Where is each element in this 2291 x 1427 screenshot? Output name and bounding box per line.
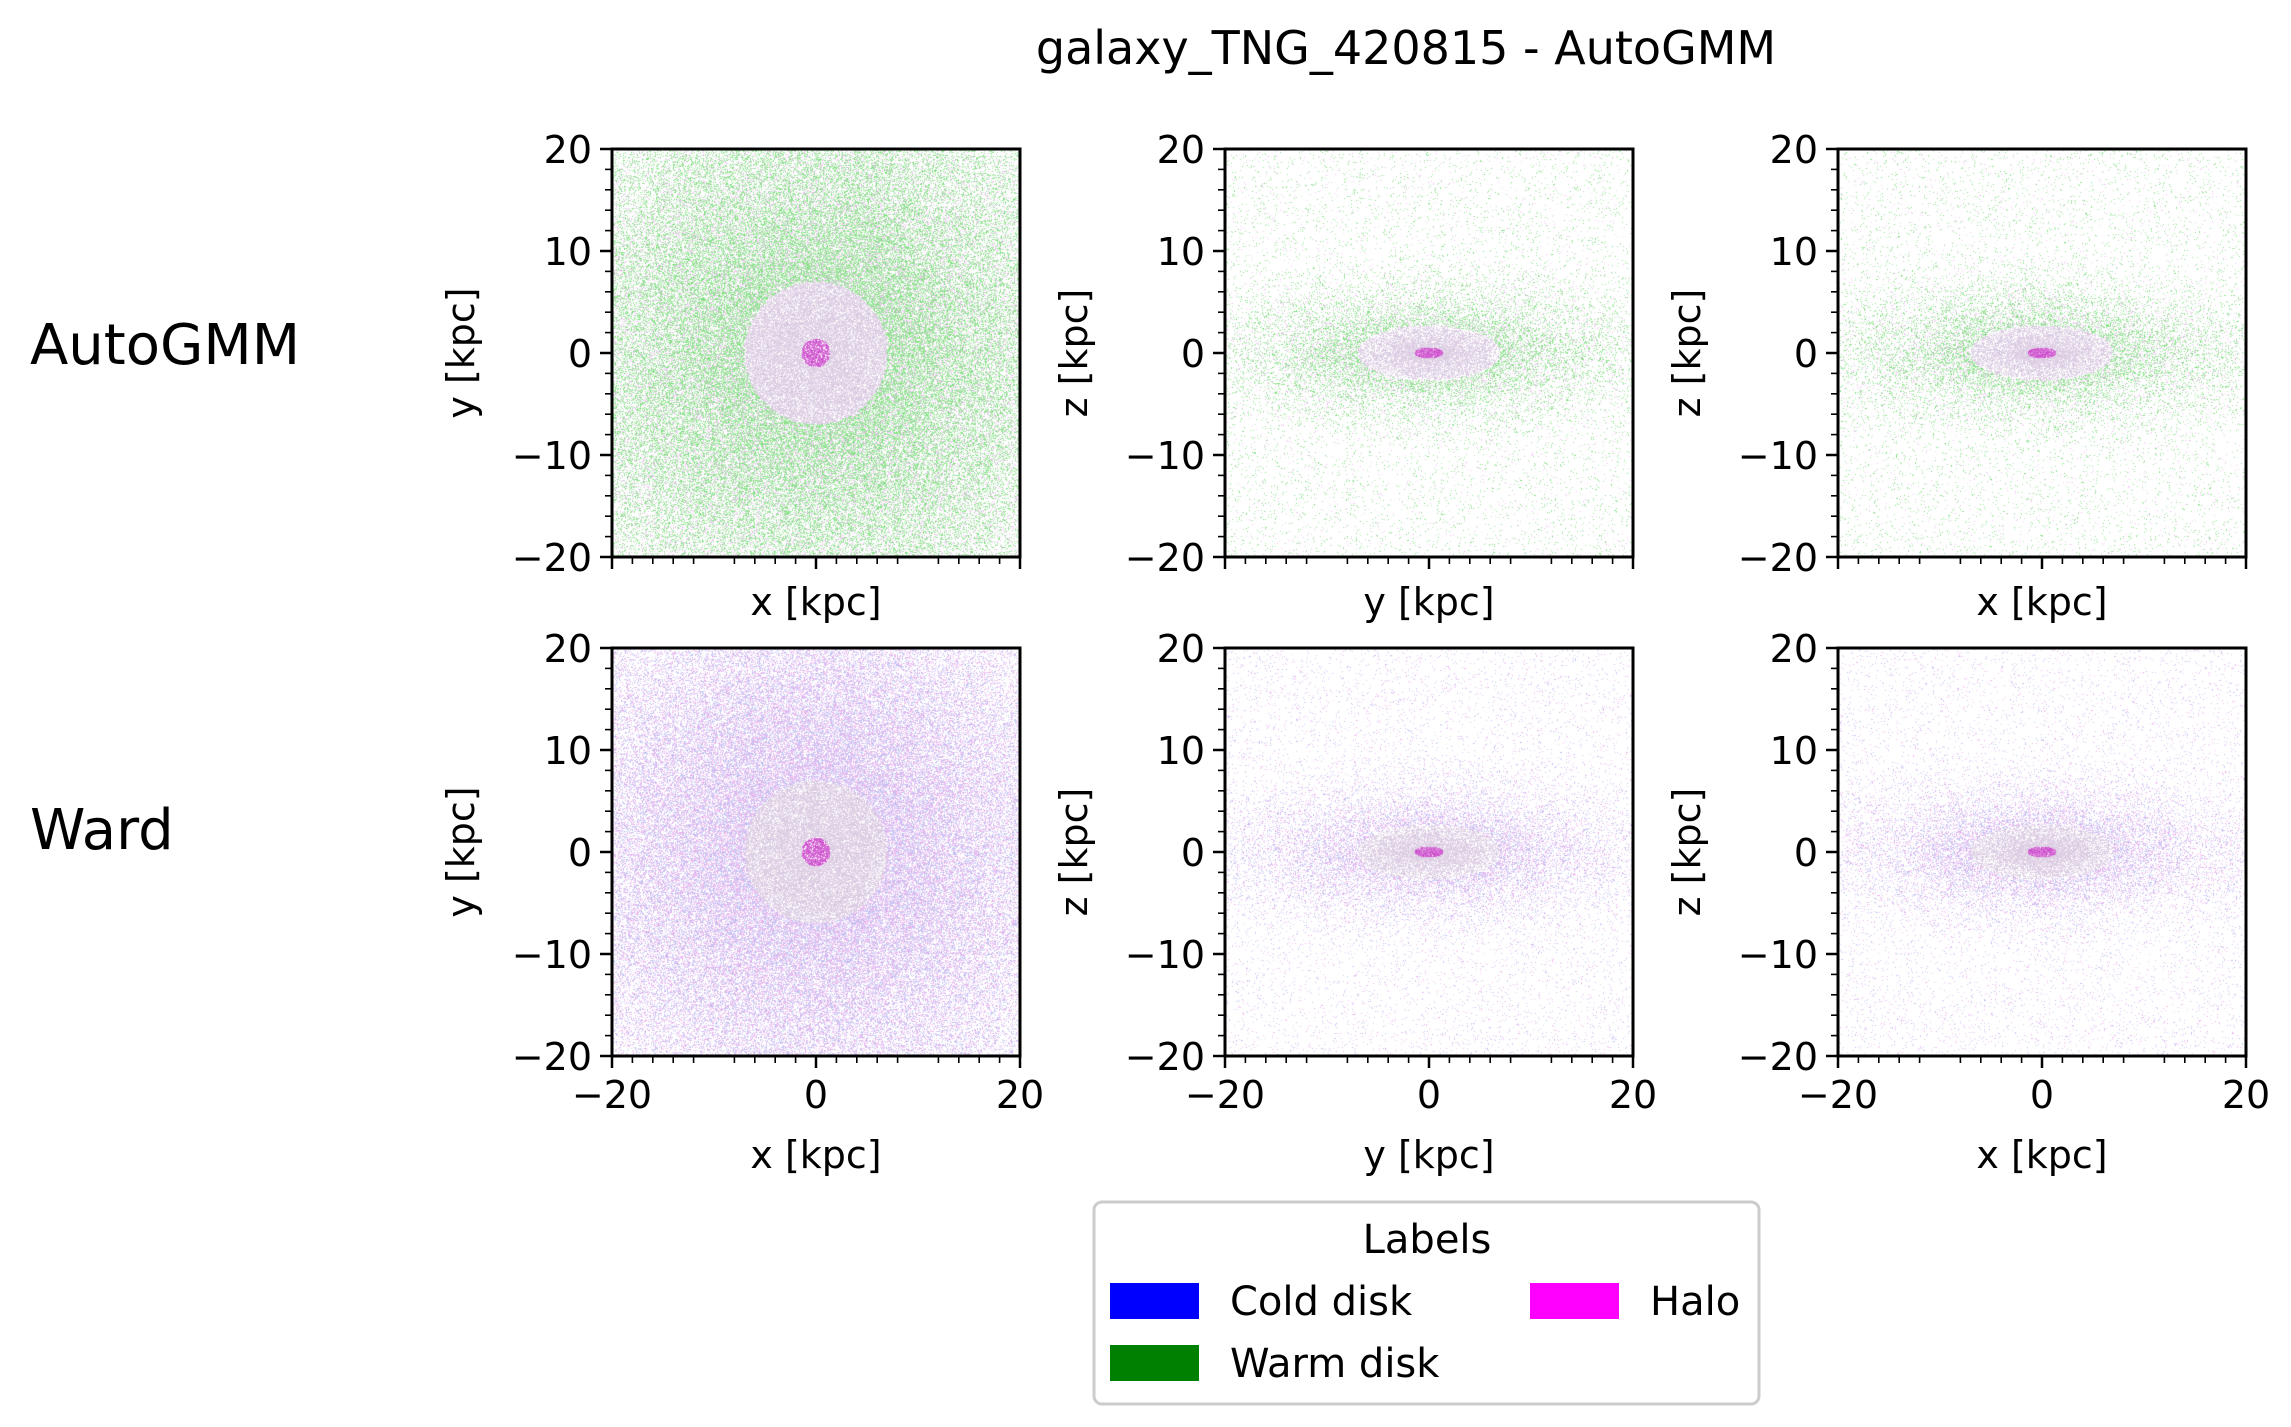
legend-label-cold-disk: Cold disk [1230, 1279, 1413, 1325]
y-axis-label: y [kpc] [439, 287, 483, 418]
panel-ward-2: −20 −10 0 10 20 −20 0 20 y [kpc] z [kpc] [1052, 627, 1657, 1177]
y-tick-label: 0 [1181, 831, 1205, 875]
legend: Labels Cold disk Warm disk Halo [1092, 1200, 1761, 1406]
y-tick-label: 10 [1157, 230, 1205, 274]
y-tick-label: −20 [512, 1035, 592, 1079]
y-tick-label: −10 [1738, 434, 1818, 478]
y-tick-label: −20 [1738, 1035, 1818, 1079]
x-axis-label: y [kpc] [1363, 1133, 1494, 1177]
y-tick-label: −10 [1125, 933, 1205, 977]
y-tick-label: 0 [568, 332, 592, 376]
panel-ward-3: −20 −10 0 10 20 −20 0 20 x [kpc] z [kpc] [1665, 627, 2270, 1177]
y-tick-label: 20 [1157, 627, 1205, 671]
x-tick-label: 20 [996, 1073, 1044, 1117]
y-tick-label: 10 [1770, 729, 1818, 773]
x-axis-label: x [kpc] [1976, 580, 2107, 624]
x-tick-label: 0 [2030, 1073, 2054, 1117]
x-axis-label: y [kpc] [1363, 580, 1494, 624]
x-tick-label: −20 [1798, 1073, 1878, 1117]
y-tick-label: 10 [1157, 729, 1205, 773]
row-label-autogmm: AutoGMM [30, 313, 300, 378]
legend-label-halo: Halo [1650, 1279, 1740, 1325]
y-tick-label: 20 [1157, 128, 1205, 172]
y-axis-label: z [kpc] [1665, 788, 1709, 917]
y-tick-label: −20 [1738, 536, 1818, 580]
y-tick-label: 20 [544, 627, 592, 671]
x-tick-label: −20 [1185, 1073, 1265, 1117]
y-tick-label: −10 [512, 933, 592, 977]
figure-title: galaxy_TNG_420815 - AutoGMM [1036, 21, 1776, 75]
legend-frame [1092, 1200, 1761, 1406]
density-map [612, 648, 1020, 1056]
x-axis-label: x [kpc] [1976, 1133, 2107, 1177]
legend-label-warm-disk: Warm disk [1230, 1341, 1440, 1387]
y-tick-label: −10 [1738, 933, 1818, 977]
y-tick-label: 10 [544, 729, 592, 773]
panel-autogmm-2: −20 −10 0 10 20 y [kpc] z [kpc] [1052, 128, 1635, 624]
x-axis-label: x [kpc] [750, 580, 881, 624]
panel-autogmm-3: −20 −10 0 10 20 x [kpc] z [kpc] [1665, 128, 2248, 624]
y-axis-label: z [kpc] [1665, 289, 1709, 418]
y-tick-label: 0 [1794, 831, 1818, 875]
y-tick-label: −10 [512, 434, 592, 478]
y-axis-label: z [kpc] [1052, 788, 1096, 917]
y-tick-label: −20 [512, 536, 592, 580]
y-axis-label: y [kpc] [439, 786, 483, 917]
legend-swatch-cold-disk [1110, 1283, 1199, 1319]
y-tick-label: −20 [1125, 536, 1205, 580]
density-map [1838, 149, 2246, 557]
panel-autogmm-1: −20 −10 0 10 20 x [kpc] y [kpc] [439, 128, 1022, 624]
x-tick-label: 0 [1417, 1073, 1441, 1117]
density-map [612, 149, 1020, 557]
y-tick-label: −10 [1125, 434, 1205, 478]
x-tick-label: 20 [1609, 1073, 1657, 1117]
y-tick-label: 10 [544, 230, 592, 274]
legend-title: Labels [1363, 1217, 1492, 1263]
x-axis-label: x [kpc] [750, 1133, 881, 1177]
density-map [1838, 648, 2246, 1056]
x-tick-label: −20 [572, 1073, 652, 1117]
legend-swatch-halo [1530, 1283, 1619, 1319]
y-axis-label: z [kpc] [1052, 289, 1096, 418]
panels: −20 −10 0 10 20 x [kpc] y [kpc] −20 −10 0 10 20 y [k… [439, 128, 2270, 1177]
row-label-ward: Ward [30, 798, 174, 863]
x-tick-label: 0 [804, 1073, 828, 1117]
legend-swatch-warm-disk [1110, 1345, 1199, 1381]
density-map [1225, 648, 1633, 1056]
y-tick-label: 20 [1770, 627, 1818, 671]
y-tick-label: 10 [1770, 230, 1818, 274]
y-tick-label: 0 [1794, 332, 1818, 376]
density-map [1225, 149, 1633, 557]
y-tick-label: 20 [544, 128, 592, 172]
y-tick-label: 20 [1770, 128, 1818, 172]
y-tick-label: −20 [1125, 1035, 1205, 1079]
y-tick-label: 0 [568, 831, 592, 875]
x-tick-label: 20 [2222, 1073, 2270, 1117]
panel-ward-1: −20 −10 0 10 20 −20 0 20 x [kpc] y [kpc] [439, 627, 1044, 1177]
y-tick-label: 0 [1181, 332, 1205, 376]
